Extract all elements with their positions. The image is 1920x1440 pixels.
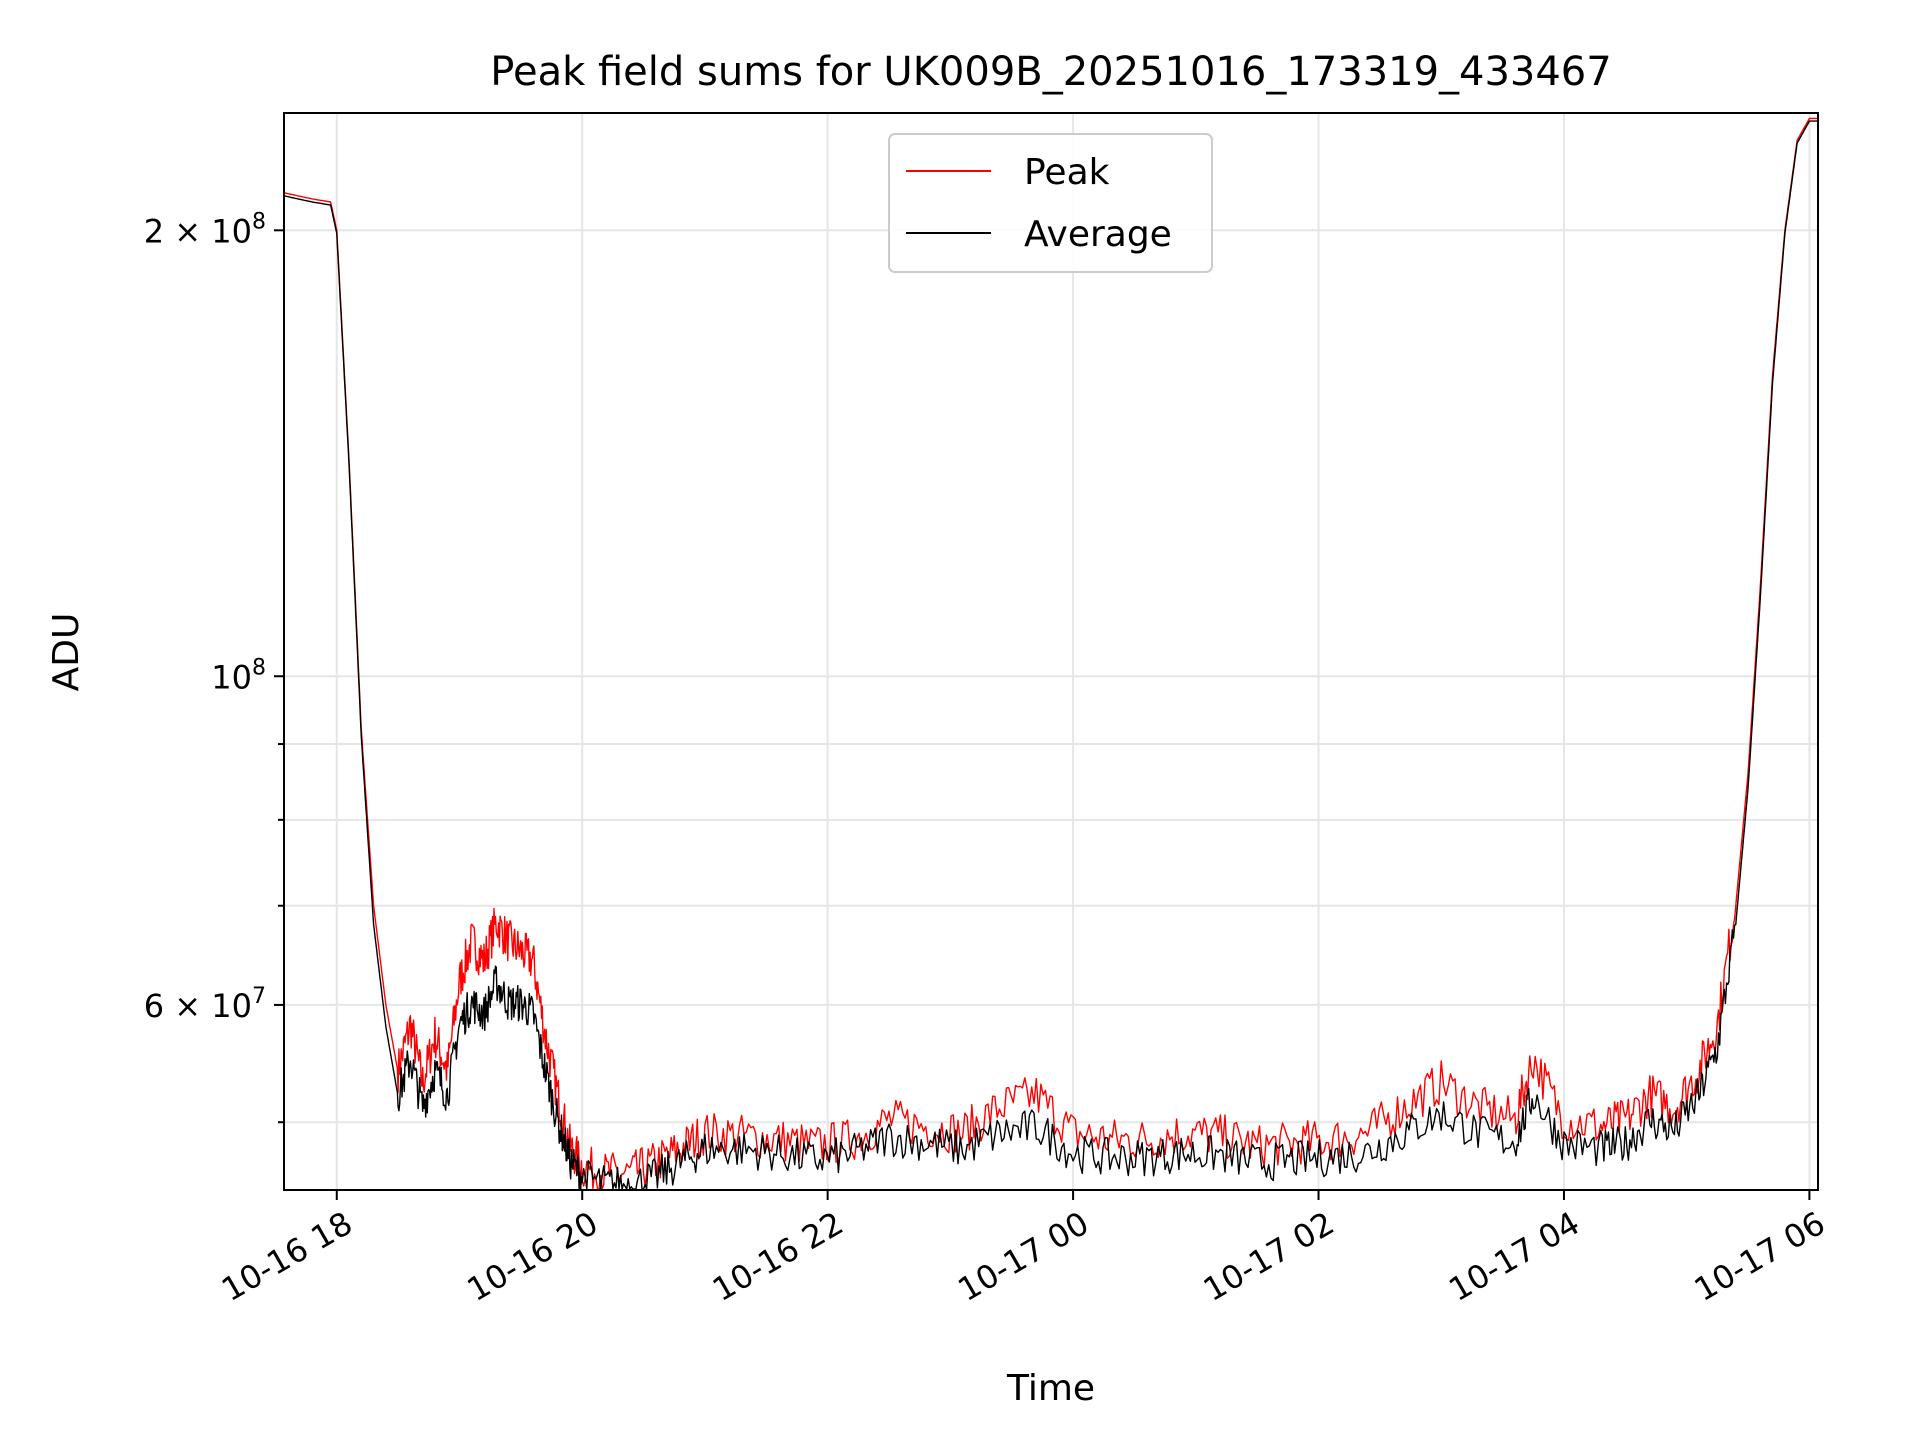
y-axis-ticks: 6 × 107 108 2 × 108 [144,209,284,1124]
x-tick-label: 10-17 00 [951,1204,1095,1309]
plot-frame [283,112,1819,1191]
x-tick-label: 10-16 18 [215,1204,359,1309]
x-tick-label: 10-17 02 [1197,1204,1341,1309]
legend-box [888,133,1213,273]
x-axis-ticks: 10-16 18 10-16 20 10-16 22 10-17 00 10-17 02… [215,1190,1831,1309]
x-tick-label: 10-16 20 [461,1204,605,1309]
legend-label-average: Average [1024,214,1172,255]
y-tick-label: 6 × 107 [144,984,266,1025]
y-tick-label: 108 [211,655,266,696]
legend-label-peak: Peak [1024,152,1110,193]
x-axis-label: Time [1006,1368,1095,1409]
y-tick-label: 2 × 108 [144,209,266,250]
grid-lines [284,113,1818,1190]
y-axis-label: ADU [46,613,87,692]
x-tick-label: 10-17 04 [1442,1204,1586,1309]
series-line-peak [283,117,1819,1190]
x-tick-label: 10-16 22 [706,1204,850,1309]
x-tick-label: 10-17 06 [1688,1204,1832,1309]
series-group [283,117,1819,1190]
legend: Peak Average [888,133,1213,273]
series-line-average [283,120,1819,1190]
chart-title: Peak field sums for UK009B_20251016_1733… [490,49,1611,95]
